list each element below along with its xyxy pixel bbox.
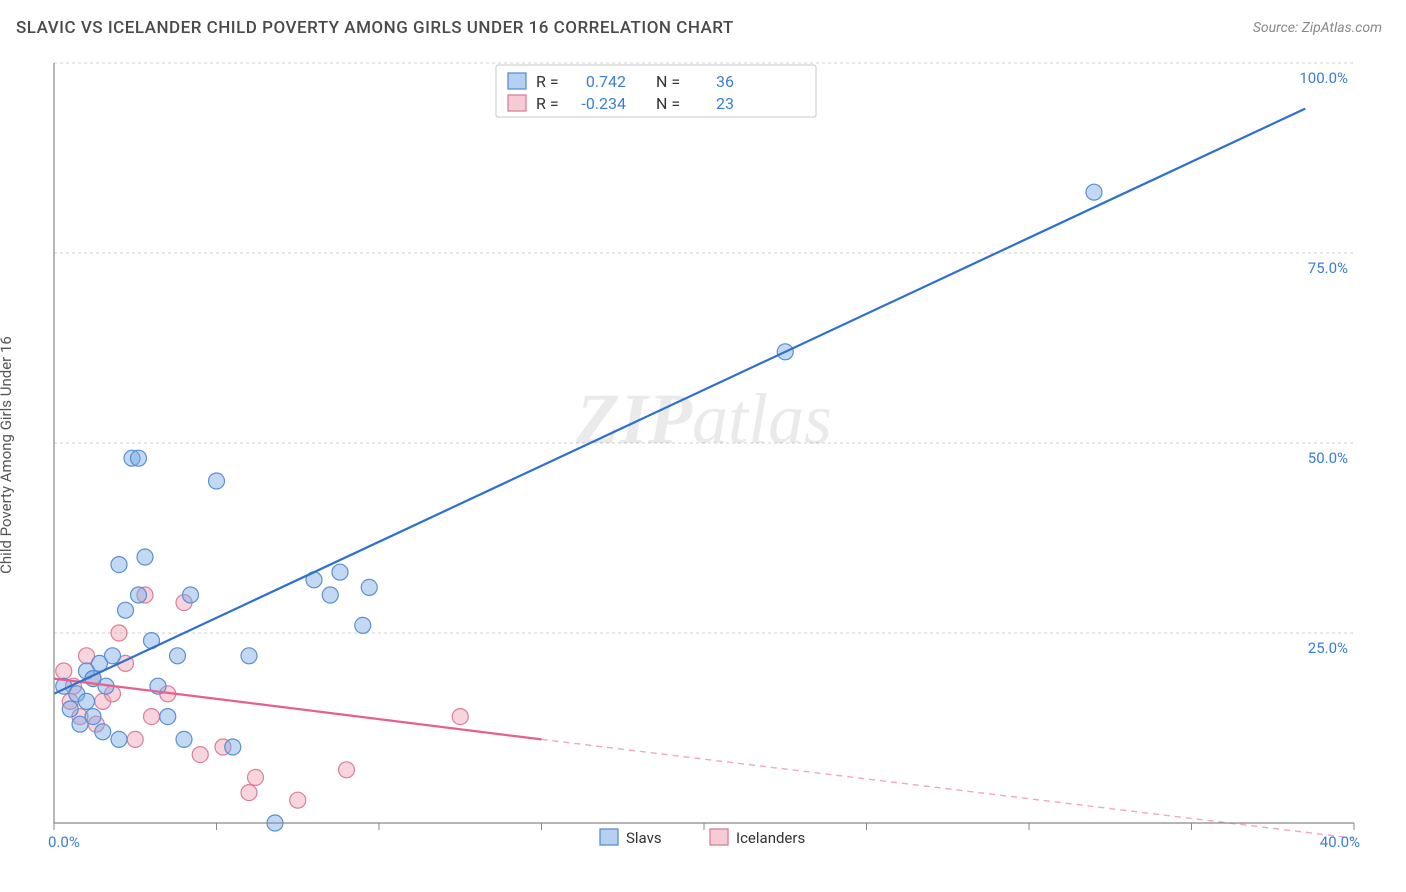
- data-point: [105, 648, 121, 664]
- x-tick-label-max: 40.0%: [1320, 833, 1360, 851]
- data-point: [183, 587, 199, 603]
- chart-container: Child Poverty Among Girls Under 16 25.0%…: [16, 55, 1390, 855]
- y-tick-label: 50.0%: [1308, 449, 1348, 467]
- data-point: [127, 731, 143, 747]
- n-value-icelanders: 23: [716, 94, 734, 113]
- data-point: [170, 648, 186, 664]
- data-point: [160, 709, 176, 725]
- legend-label-icelanders: Icelanders: [736, 829, 805, 847]
- y-tick-label: 25.0%: [1308, 639, 1348, 657]
- data-point: [192, 747, 208, 763]
- source-name: ZipAtlas.com: [1302, 20, 1382, 36]
- y-axis-label: Child Poverty Among Girls Under 16: [0, 336, 15, 574]
- data-point: [111, 625, 127, 641]
- chart-title: SLAVIC VS ICELANDER CHILD POVERTY AMONG …: [16, 18, 734, 38]
- data-point: [111, 557, 127, 573]
- data-point: [209, 473, 225, 489]
- data-point: [339, 762, 355, 778]
- data-point: [241, 785, 257, 801]
- source-prefix: Source:: [1253, 20, 1302, 36]
- legend-swatch-slavs: [508, 73, 526, 89]
- n-label: N =: [656, 94, 680, 113]
- data-point: [62, 701, 78, 717]
- data-point: [452, 709, 468, 725]
- data-point: [241, 648, 257, 664]
- n-value-slavs: 36: [716, 72, 734, 91]
- x-tick-label-min: 0.0%: [48, 833, 80, 851]
- r-value-icelanders: -0.234: [581, 94, 626, 113]
- legend-swatch-icelanders: [710, 829, 728, 845]
- data-point: [355, 617, 371, 633]
- data-point: [322, 587, 338, 603]
- r-label: R =: [536, 72, 559, 91]
- data-point: [332, 564, 348, 580]
- data-point: [137, 549, 153, 565]
- data-point: [131, 587, 147, 603]
- correlation-chart: 25.0%50.0%75.0%100.0%ZIPatlas0.0%40.0%R …: [16, 55, 1390, 855]
- data-point: [248, 769, 264, 785]
- n-label: N =: [656, 72, 680, 91]
- r-label: R =: [536, 94, 559, 113]
- data-point: [225, 739, 241, 755]
- trend-line-icelanders: [54, 679, 542, 740]
- data-point: [144, 709, 160, 725]
- data-point: [79, 693, 95, 709]
- y-tick-label: 75.0%: [1308, 259, 1348, 277]
- y-tick-label: 100.0%: [1299, 69, 1348, 87]
- source-attribution: Source: ZipAtlas.com: [1253, 20, 1382, 36]
- data-point: [95, 724, 111, 740]
- r-value-slavs: 0.742: [586, 72, 626, 91]
- data-point: [111, 731, 127, 747]
- data-point: [176, 731, 192, 747]
- data-point: [56, 663, 72, 679]
- data-point: [118, 602, 134, 618]
- data-point: [361, 579, 377, 595]
- data-point: [1086, 184, 1102, 200]
- data-point: [290, 792, 306, 808]
- trend-line-slavs: [54, 109, 1305, 694]
- legend-label-slavs: Slavs: [626, 829, 662, 847]
- legend-swatch-slavs: [600, 829, 618, 845]
- legend-swatch-icelanders: [508, 95, 526, 111]
- data-point: [85, 709, 101, 725]
- data-point: [131, 450, 147, 466]
